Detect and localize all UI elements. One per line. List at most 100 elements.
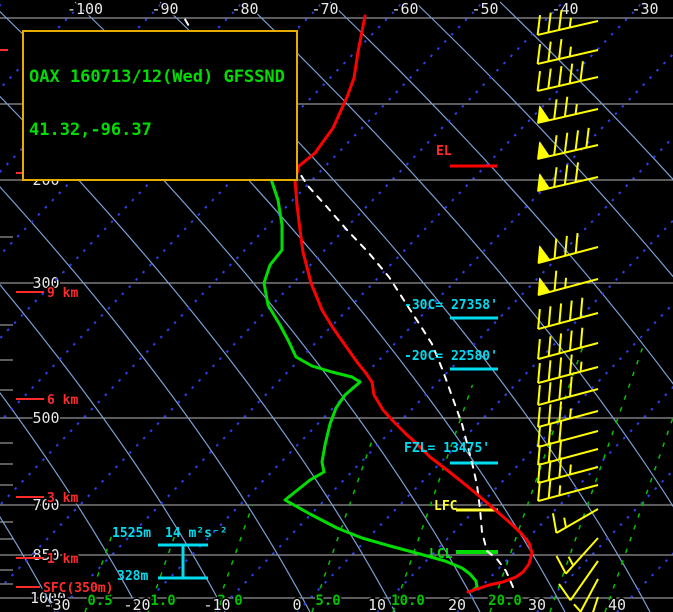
dewpoint-curve [245,94,479,593]
wind-barb-feather [574,130,580,151]
wind-barb-feather [537,427,541,448]
dry-adiabat-line [499,1,673,181]
wind-barb-feather [568,300,573,321]
wind-barb-feather [558,10,563,31]
wind-barb-feather [558,583,572,601]
wind-barb-feather [555,555,567,575]
freezing-level-readout: FZL= 13475' [404,441,491,456]
wind-barb-feather [558,333,563,354]
mixing-ratio-line [84,534,113,612]
wind-barb-feather [558,457,563,478]
wind-barb-feather [547,478,552,499]
wind-barb-flag [537,245,551,264]
wind-barb-feather [537,463,541,484]
wind-barb-feather [574,232,579,254]
wind-barb-feather [558,66,563,87]
height-marker-label: 9 km [47,286,78,301]
wind-barb-staff [537,49,599,65]
wind-barb-feather [558,485,562,496]
wind-barb-feather [558,39,563,60]
wind-barb-staff [537,76,599,92]
wind-barb-feather [579,297,584,318]
mixing-ratio-line [604,415,673,612]
wind-barb-flag [537,277,551,296]
wind-barb-feather [547,336,552,357]
isotherm-line [136,52,673,612]
sounding-title: OAX 160713/12(Wed) GFSSND [29,66,285,87]
el-label: EL [436,144,452,159]
wind-barb-feather [568,46,572,57]
wind-barb-feather [568,17,572,28]
isotherm-line [216,135,673,612]
wind-barb-feather [568,408,572,419]
dry-adiabat-line [329,1,673,385]
isotherm-line [56,0,646,612]
wind-barb-feather [564,277,568,288]
top-axis-label: -50 [471,0,498,18]
wind-barb-feather [547,382,552,403]
top-axis-label: -80 [231,0,258,18]
wind-barb-staff [537,108,599,124]
wind-barb-staff [537,388,599,407]
mixing-ratio-line [311,439,373,612]
wind-barb-staff [537,430,599,449]
wind-barb-feather [558,439,563,460]
pressure-label: 300 [32,274,59,292]
wind-barb-feather [585,127,590,148]
wind-barb-feather [547,460,552,481]
bottom-axis-label: -20 [123,596,150,612]
height-marker-label: SFC(350m) [43,581,113,596]
wind-barb-staff [537,278,599,297]
wind-barb-staff [537,342,599,361]
wind-barb-feather [553,270,558,291]
inflow-top-height-label: 1525m [112,526,152,541]
pressure-label: 700 [32,496,59,514]
height-marker-label: 1 km [47,552,78,567]
wind-barb-staff [569,560,599,601]
wind-barb-feather [547,41,552,62]
wind-barb-feather [568,63,574,84]
isotherm-line [616,552,673,612]
top-axis-label: -70 [311,0,338,18]
wind-barb-feather [563,517,567,528]
top-axis-label: -90 [151,0,178,18]
wind-barb-feather [537,363,541,384]
mixing-ratio-label: 1.0 [150,593,175,609]
bottom-axis-label: -30 [43,596,70,612]
minus30c-readout: -30C= 27358' [404,298,498,313]
height-marker-label: 3 km [47,491,78,506]
wind-barb-staff [537,246,599,265]
bottom-axis-label: 20 [448,596,466,612]
wind-barb-feather [551,513,558,534]
wind-barb-feather [563,132,569,153]
mixing-ratio-line [392,384,474,612]
wind-barb-feather [563,96,569,117]
wind-barb-feather [553,167,558,188]
wind-barb-flag [537,173,550,192]
wind-barb-feather [558,401,563,422]
wind-barb-staff [537,448,599,467]
wind-barb-feather [568,354,573,375]
isotherm-line [536,469,673,612]
dry-adiabat-line [0,516,56,612]
wind-barb-staff [579,578,599,612]
wind-barb-feather [567,556,575,566]
top-axis-label: -40 [551,0,578,18]
dry-adiabat-line [0,391,141,612]
wind-barb-feather [574,162,580,183]
sounding-title-box: OAX 160713/12(Wed) GFSSND 41.32,-96.37 [22,30,298,181]
wind-barb-feather [568,464,572,475]
wind-barb-feather [547,306,552,327]
isotherm-line [296,219,673,612]
wind-barb-feather [547,424,552,445]
mixing-ratio-label: 0.5 [87,593,112,609]
wind-barb-feather [574,104,578,115]
isotherm-line [456,385,673,612]
wind-barb-feather [563,164,569,185]
wind-barb-feather [558,303,563,324]
wind-barb-feather [537,407,541,428]
mixing-ratio-label: 10.0 [391,593,425,609]
wind-barb-feather [537,339,541,360]
